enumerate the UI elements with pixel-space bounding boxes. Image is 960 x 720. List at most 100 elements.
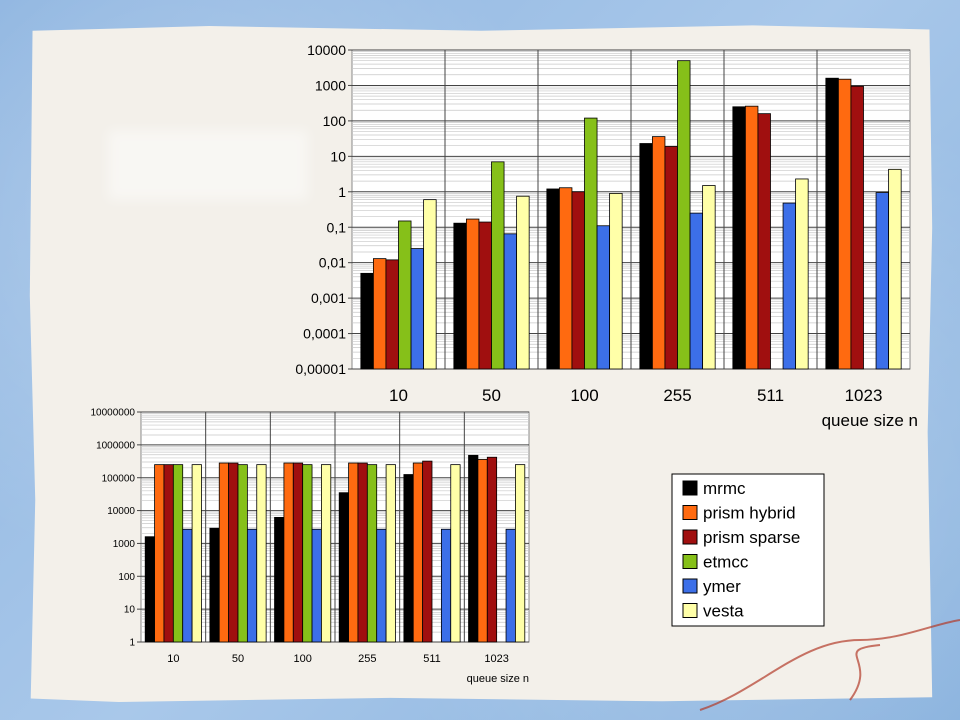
- bar-mrmc: [274, 516, 285, 643]
- y-tick-label: 0,001: [311, 290, 346, 306]
- bar-prism-sparse: [850, 85, 864, 370]
- bar-vesta: [191, 464, 202, 643]
- bar-vesta: [795, 178, 809, 370]
- bar-prism-hybrid: [477, 459, 488, 643]
- legend-label: etmcc: [703, 553, 749, 572]
- bar-prism-hybrid: [651, 136, 666, 370]
- bar-vesta: [516, 195, 530, 370]
- bar-ymer: [311, 528, 322, 643]
- y-tick-label: 0,1: [327, 219, 347, 235]
- bar-vesta: [423, 199, 437, 370]
- main-chart: 0,00001 0,0001 0,001 0,01 0,1 1 10 100 1000 10000…: [295, 42, 918, 430]
- x-tick-label: 255: [663, 386, 691, 405]
- bar-mrmc: [732, 106, 746, 370]
- bar-prism-sparse: [757, 113, 771, 370]
- bar-mrmc: [453, 222, 467, 370]
- x-tick-label: 50: [482, 386, 501, 405]
- bar-etmcc: [491, 161, 505, 370]
- legend-swatch: [682, 554, 698, 569]
- bar-ymer: [503, 233, 518, 370]
- bar-ymer: [782, 202, 797, 370]
- bar-ymer: [246, 528, 258, 643]
- legend-swatch: [682, 578, 698, 594]
- bar-prism-sparse: [385, 259, 399, 370]
- inset-chart: 1 10 100 1000 10000 100000 1000000 10000000 10 50…: [91, 408, 530, 685]
- x-axis-title: queue size n: [467, 673, 529, 685]
- bar-prism-hybrid: [837, 78, 852, 370]
- bar-prism-sparse: [357, 462, 368, 643]
- bar-prism-hybrid: [348, 462, 359, 643]
- bar-etmcc: [398, 220, 412, 370]
- bar-etmcc: [172, 464, 184, 643]
- legend-label: ymer: [703, 577, 741, 596]
- bar-vesta: [450, 464, 461, 643]
- bar-etmcc: [237, 464, 248, 643]
- y-tick-label: 10: [330, 148, 346, 164]
- bar-ymer: [505, 528, 516, 643]
- x-tick-label: 100: [570, 386, 598, 405]
- bar-ymer: [440, 528, 452, 643]
- legend-swatch: [682, 505, 698, 520]
- y-tick-label: 1000: [315, 77, 346, 93]
- y-tick-label: 100: [118, 572, 135, 583]
- y-tick-label: 100000: [102, 473, 136, 484]
- x-tick-label: 511: [423, 653, 441, 665]
- y-tick-label: 0,0001: [303, 326, 346, 342]
- bar-vesta: [515, 464, 526, 643]
- x-axis-title: queue size n: [822, 411, 918, 430]
- bar-etmcc: [584, 117, 598, 370]
- bar-vesta: [888, 168, 902, 370]
- x-tick-label: 1023: [845, 386, 883, 405]
- x-tick-label: 100: [293, 653, 311, 665]
- x-tick-label: 255: [358, 653, 376, 665]
- y-tick-label: 100: [323, 113, 347, 129]
- bar-prism-hybrid: [154, 464, 165, 643]
- bar-prism-hybrid: [412, 462, 424, 643]
- legend-box: [671, 473, 825, 627]
- bar-mrmc: [403, 474, 414, 643]
- legend-swatch: [682, 480, 698, 496]
- bar-mrmc: [338, 492, 349, 643]
- bar-prism-hybrid: [744, 105, 759, 370]
- chart-legend: mrmc prism hybrid prism sparse etmcc ymer ves…: [671, 473, 825, 627]
- bar-ymer: [875, 192, 890, 370]
- bar-mrmc: [825, 77, 839, 370]
- bar-prism-sparse: [571, 191, 585, 370]
- bar-etmcc: [677, 60, 691, 370]
- x-tick-label: 1023: [484, 653, 508, 665]
- y-tick-label: 10000000: [91, 408, 136, 419]
- bar-vesta: [385, 464, 396, 643]
- legend-label: prism sparse: [703, 528, 800, 547]
- bar-ymer: [596, 225, 611, 370]
- bar-etmcc: [302, 464, 313, 643]
- bar-vesta: [321, 464, 332, 643]
- bar-vesta: [256, 464, 267, 643]
- bar-ymer: [376, 528, 387, 643]
- bar-prism-hybrid: [465, 218, 480, 370]
- bar-ymer: [410, 248, 425, 370]
- bar-prism-sparse: [664, 146, 678, 370]
- bar-ymer: [182, 528, 193, 643]
- bar-mrmc: [144, 536, 155, 643]
- red-string-decoration: [699, 619, 960, 711]
- bar-mrmc: [546, 188, 560, 370]
- y-tick-label: 0,01: [319, 255, 346, 271]
- x-tick-label: 50: [232, 653, 244, 665]
- legend-label: mrmc: [703, 479, 746, 498]
- y-tick-label: 10000: [307, 42, 346, 58]
- bar-prism-sparse: [163, 464, 174, 643]
- bar-prism-hybrid: [372, 258, 387, 370]
- bar-etmcc: [366, 464, 378, 643]
- bar-mrmc: [639, 143, 653, 370]
- legend-swatch: [682, 603, 698, 618]
- y-tick-label: 1000000: [96, 440, 135, 451]
- y-tick-label: 10: [124, 605, 136, 616]
- x-tick-label: 10: [167, 653, 179, 665]
- y-tick-label: 1000: [113, 539, 136, 550]
- bar-prism-sparse: [478, 221, 492, 370]
- y-tick-label: 1: [129, 638, 135, 649]
- bar-prism-hybrid: [283, 462, 294, 643]
- y-tick-label: 1: [338, 184, 346, 200]
- bar-mrmc: [468, 454, 479, 643]
